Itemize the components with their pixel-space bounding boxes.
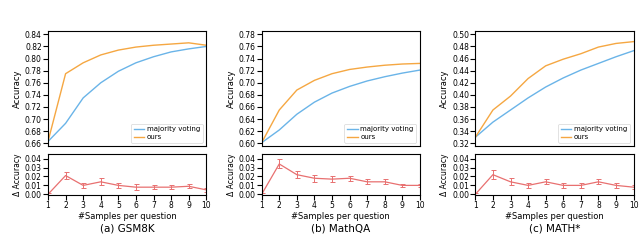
majority voting: [132, 61, 140, 64]
ours: [346, 68, 353, 71]
ours: [630, 40, 637, 43]
majority voting: [150, 55, 157, 58]
Y-axis label: Accuracy: Accuracy: [227, 70, 236, 108]
majority voting: [577, 69, 585, 72]
majority voting: [293, 113, 301, 116]
Line: majority voting: majority voting: [48, 47, 206, 141]
majority voting: [346, 85, 353, 88]
majority voting: [185, 47, 193, 50]
majority voting: [115, 70, 122, 73]
majority voting: [364, 80, 371, 82]
X-axis label: #Samples per question: #Samples per question: [78, 212, 177, 221]
majority voting: [61, 122, 69, 125]
ours: [61, 72, 69, 75]
majority voting: [630, 49, 637, 52]
majority voting: [275, 128, 283, 131]
majority voting: [416, 69, 424, 72]
majority voting: [44, 140, 52, 143]
ours: [489, 109, 497, 112]
Y-axis label: Δ Accuracy: Δ Accuracy: [13, 154, 22, 196]
ours: [167, 43, 175, 46]
ours: [399, 63, 406, 66]
majority voting: [97, 81, 104, 84]
majority voting: [399, 72, 406, 74]
X-axis label: #Samples per question: #Samples per question: [291, 212, 390, 221]
ours: [472, 136, 479, 139]
Line: ours: ours: [48, 43, 206, 141]
ours: [44, 140, 52, 143]
majority voting: [489, 121, 497, 124]
majority voting: [310, 101, 318, 104]
ours: [595, 46, 602, 48]
ours: [132, 46, 140, 48]
ours: [542, 64, 550, 67]
majority voting: [167, 50, 175, 53]
Legend: majority voting, ours: majority voting, ours: [131, 124, 203, 143]
Legend: majority voting, ours: majority voting, ours: [558, 124, 630, 143]
ours: [364, 66, 371, 68]
ours: [185, 41, 193, 44]
ours: [328, 72, 336, 75]
ours: [150, 44, 157, 47]
X-axis label: #Samples per question: #Samples per question: [505, 212, 604, 221]
Line: ours: ours: [262, 63, 420, 143]
ours: [577, 52, 585, 55]
Y-axis label: Δ Accuracy: Δ Accuracy: [440, 154, 449, 196]
majority voting: [524, 96, 532, 99]
Legend: majority voting, ours: majority voting, ours: [344, 124, 417, 143]
majority voting: [507, 109, 515, 112]
ours: [612, 42, 620, 45]
majority voting: [202, 45, 210, 48]
ours: [115, 49, 122, 52]
majority voting: [542, 86, 550, 88]
majority voting: [381, 75, 388, 78]
majority voting: [559, 76, 567, 79]
majority voting: [328, 92, 336, 94]
Text: (a) GSM8K: (a) GSM8K: [100, 224, 154, 234]
ours: [310, 79, 318, 82]
ours: [416, 62, 424, 65]
Y-axis label: Δ Accuracy: Δ Accuracy: [227, 154, 236, 196]
ours: [381, 64, 388, 67]
Text: (c) MATH*: (c) MATH*: [529, 224, 580, 234]
ours: [293, 89, 301, 92]
majority voting: [258, 141, 266, 144]
ours: [559, 58, 567, 61]
ours: [202, 44, 210, 47]
ours: [79, 61, 87, 64]
ours: [507, 95, 515, 98]
majority voting: [79, 96, 87, 99]
Y-axis label: Accuracy: Accuracy: [13, 70, 22, 108]
Y-axis label: Accuracy: Accuracy: [440, 70, 449, 108]
majority voting: [612, 55, 620, 58]
majority voting: [595, 62, 602, 65]
Line: majority voting: majority voting: [476, 51, 634, 137]
ours: [97, 54, 104, 56]
Line: majority voting: majority voting: [262, 70, 420, 143]
Text: (b) MathQA: (b) MathQA: [311, 224, 371, 234]
ours: [524, 77, 532, 80]
ours: [275, 109, 283, 112]
Line: ours: ours: [476, 42, 634, 137]
majority voting: [472, 136, 479, 139]
ours: [258, 141, 266, 144]
